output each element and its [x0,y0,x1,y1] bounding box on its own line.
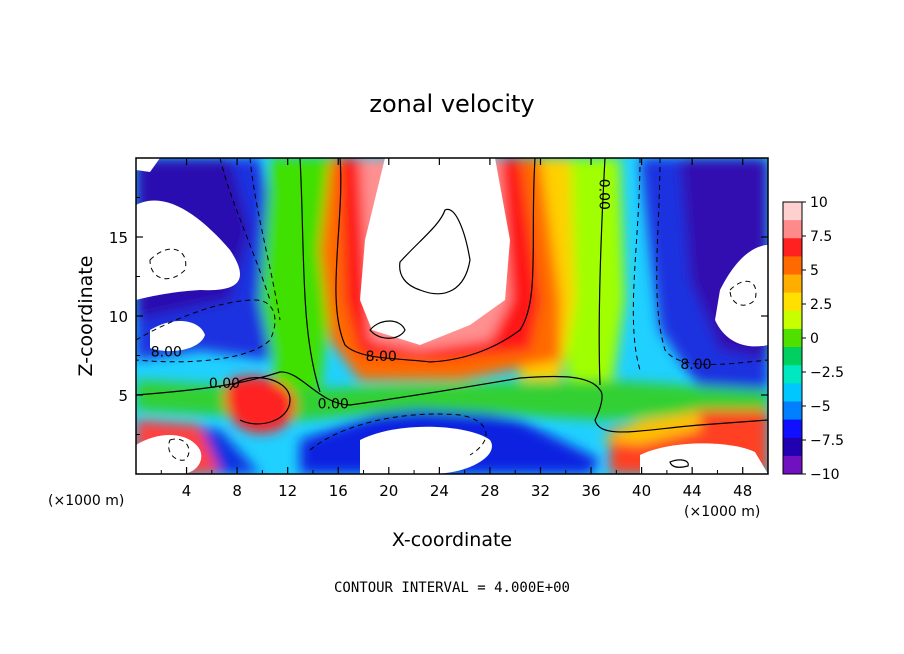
contour-label: 8.00 [151,344,182,360]
contour-labels: 8.00 8.00 0.00 0.00 0.00 8.00 [151,179,712,413]
colorbar-segment [783,238,802,257]
x-tick-label: 16 [329,482,348,500]
x-axis-label: X-coordinate [392,529,512,551]
chart-title: zonal velocity [369,90,534,118]
colorbar-segment [783,220,802,239]
colorbar-tick-label: 10 [810,195,828,211]
contour-interval-footer: CONTOUR INTERVAL = 4.000E+00 [334,580,570,596]
colorbar-segment [783,383,802,402]
velocity-field [136,158,768,474]
colorbar-segment [783,256,802,276]
colorbar-tick-label: 5 [810,263,819,279]
colorbar-segment [783,365,802,384]
x-tick-label: 24 [430,482,449,500]
x-unit-label-left: (×1000 m) [48,493,124,509]
x-axis-ticks: 4 8 12 16 20 24 28 32 36 40 44 48 [160,158,752,500]
colorbar-segment [783,202,802,221]
y-tick-label: 5 [118,387,128,405]
x-tick-label: 40 [632,482,651,500]
contour-label: 0.00 [318,396,349,412]
colorbar-segment [783,419,802,439]
x-tick-label: 44 [683,482,702,500]
colorbar-tick-label: −7.5 [810,433,844,449]
colorbar-segment [783,292,802,312]
contour-label: 0.00 [596,179,612,210]
colorbar-ticks: 10 7.5 5 2.5 0 −2.5 −5 −7.5 −10 [802,195,844,483]
colorbar [782,201,803,475]
contour-label: 8.00 [680,357,711,373]
colorbar-tick-label: 7.5 [810,229,832,245]
colorbar-segment [783,347,802,366]
colorbar-tick-label: −5 [810,399,831,415]
x-tick-label: 20 [379,482,398,500]
y-tick-label: 10 [109,308,128,326]
colorbar-segment [783,437,802,457]
colorbar-segment [783,401,802,421]
y-axis-ticks: 5 10 15 [109,197,768,435]
colorbar-segment [783,328,802,348]
colorbar-tick-label: −10 [810,467,840,483]
x-tick-label: 28 [480,482,499,500]
colorbar-tick-label: 0 [810,331,819,347]
colorbar-segment [783,274,802,294]
y-axis-label: Z-coordinate [75,256,97,377]
x-tick-label: 48 [733,482,752,500]
colorbar-tick-label: 2.5 [810,297,832,313]
colorbar-tick-label: −2.5 [810,365,844,381]
contour-label: 8.00 [366,349,397,365]
x-tick-label: 8 [232,482,242,500]
contour-label: 0.00 [209,376,240,392]
colorbar-segment [783,455,802,475]
colorbar-segment [783,310,802,330]
x-tick-label: 36 [581,482,600,500]
x-unit-label-right: (×1000 m) [684,504,760,520]
x-tick-label: 4 [182,482,192,500]
x-tick-label: 32 [531,482,550,500]
y-tick-label: 15 [109,229,128,247]
x-tick-label: 12 [278,482,297,500]
